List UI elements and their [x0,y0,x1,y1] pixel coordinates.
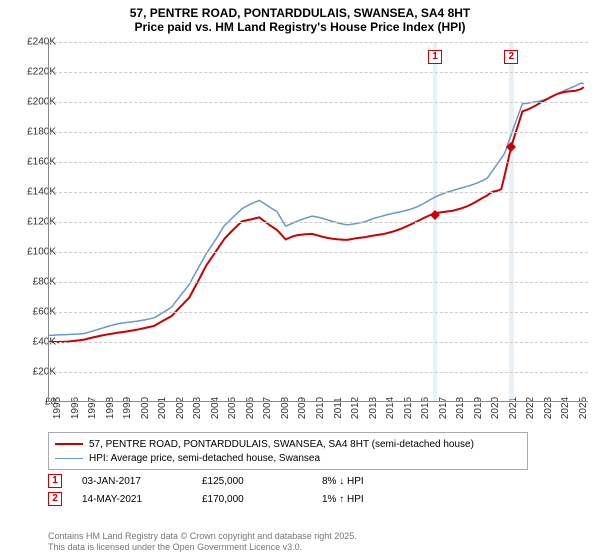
gridline [49,312,588,313]
series-line-hpi [49,83,584,336]
legend-label: 57, PENTRE ROAD, PONTARDDULAIS, SWANSEA,… [89,439,474,450]
legend-row: 57, PENTRE ROAD, PONTARDDULAIS, SWANSEA,… [55,437,521,451]
footer-line: This data is licensed under the Open Gov… [48,542,357,554]
gridline [49,42,588,43]
gridline [49,222,588,223]
title-area: 57, PENTRE ROAD, PONTARDDULAIS, SWANSEA,… [0,0,600,36]
plot-area: 12 [48,42,588,402]
title-line-2: Price paid vs. HM Land Registry's House … [0,20,600,34]
event-delta: 1% ↑ HPI [322,494,402,505]
gridline [49,192,588,193]
title-line-1: 57, PENTRE ROAD, PONTARDDULAIS, SWANSEA,… [0,6,600,20]
gridline [49,282,588,283]
event-date: 03-JAN-2017 [82,476,162,487]
event-date: 14-MAY-2021 [82,494,162,505]
chart-container: 57, PENTRE ROAD, PONTARDDULAIS, SWANSEA,… [0,0,600,560]
series-line-property [49,87,584,342]
gridline [49,102,588,103]
legend-swatch [55,443,83,445]
gridline [49,372,588,373]
legend-swatch [55,458,83,459]
event-delta: 8% ↓ HPI [322,476,402,487]
gridline [49,132,588,133]
event-marker-label: 1 [428,50,442,64]
gridline [49,342,588,343]
event-price: £125,000 [202,476,282,487]
event-price: £170,000 [202,494,282,505]
footer-line: Contains HM Land Registry data © Crown c… [48,531,357,543]
event-data-table: 1 03-JAN-2017 £125,000 8% ↓ HPI 2 14-MAY… [48,472,442,508]
gridline [49,72,588,73]
event-row: 1 03-JAN-2017 £125,000 8% ↓ HPI [48,472,442,490]
legend-box: 57, PENTRE ROAD, PONTARDDULAIS, SWANSEA,… [48,432,528,470]
event-row: 2 14-MAY-2021 £170,000 1% ↑ HPI [48,490,442,508]
event-marker-label: 2 [504,50,518,64]
event-marker-icon: 2 [48,492,62,506]
footer-attribution: Contains HM Land Registry data © Crown c… [48,531,357,554]
gridline [49,252,588,253]
gridline [49,162,588,163]
legend-row: HPI: Average price, semi-detached house,… [55,451,521,465]
event-marker-icon: 1 [48,474,62,488]
legend-label: HPI: Average price, semi-detached house,… [89,453,320,464]
